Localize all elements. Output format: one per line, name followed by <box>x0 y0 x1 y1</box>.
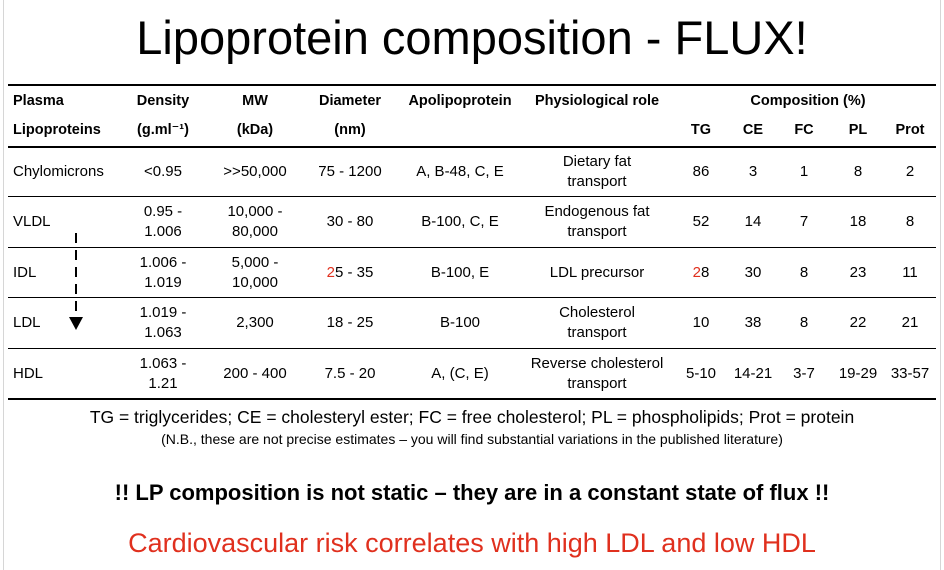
header-rule <box>8 146 936 148</box>
row-mw: 200 - 400 <box>223 364 287 382</box>
row-apolipoprotein: B-100, E <box>430 263 490 281</box>
header-diameter-unit: (nm) <box>334 122 366 138</box>
row-density: 0.95 -1.006 <box>143 203 183 240</box>
slide-right-edge <box>940 0 941 570</box>
row-pl: 18 <box>849 213 867 230</box>
header-physiological-role: Physiological role <box>534 93 660 109</box>
row-prot: 21 <box>901 314 919 331</box>
row-ce: 3 <box>748 162 758 180</box>
row-role: LDL precursor <box>549 263 645 281</box>
row-role: Reverse cholesterol transport <box>530 354 664 392</box>
row-pl: 23 <box>849 263 867 281</box>
row-prot: 2 <box>905 162 915 180</box>
table-bottom-rule <box>8 398 936 400</box>
header-density: Density <box>136 93 190 109</box>
row-prot: 33-57 <box>890 364 930 382</box>
abbreviation-footnote: TG = triglycerides; CE = cholesteryl est… <box>89 407 855 427</box>
flux-statement: !! LP composition is not static – they a… <box>114 480 830 505</box>
header-plasma: Plasma <box>13 93 64 109</box>
row-tg: 52 <box>692 213 710 230</box>
row-prot: 11 <box>902 263 918 281</box>
row-role: Dietary fat transport <box>562 152 632 190</box>
row-pl: 22 <box>849 314 867 331</box>
row-apolipoprotein: A, B-48, C, E <box>416 162 504 180</box>
header-density-unit: (g.ml⁻¹) <box>137 122 189 138</box>
header-mw: MW <box>242 93 268 109</box>
row-tg: 5-10 <box>685 364 717 382</box>
row-mw: 5,000 -10,000 <box>231 253 279 291</box>
row-mw: 2,300 <box>236 314 274 331</box>
row-fc: 1 <box>799 162 809 180</box>
row-ce: 38 <box>744 314 762 331</box>
header-ce: CE <box>742 122 764 138</box>
header-fc: FC <box>794 122 814 138</box>
header-apolipoprotein: Apolipoprotein <box>408 93 512 109</box>
table-top-rule <box>8 84 936 86</box>
header-pl: PL <box>848 122 868 138</box>
row-diameter: 30 - 80 <box>326 213 374 230</box>
row-divider <box>8 196 936 197</box>
row-tg: 86 <box>692 162 710 180</box>
row-diameter: 7.5 - 20 <box>324 364 376 382</box>
header-mw-unit: (kDa) <box>236 122 274 138</box>
row-role: Endogenous fat transport <box>544 203 650 240</box>
row-density: 1.063 -1.21 <box>139 354 187 392</box>
row-role: Cholesterol transport <box>559 304 635 341</box>
row-apolipoprotein: B-100, C, E <box>421 213 499 230</box>
row-divider <box>8 297 936 298</box>
row-name: IDL <box>13 263 37 281</box>
row-ce: 14-21 <box>733 364 773 382</box>
row-name: HDL <box>13 364 44 382</box>
nb-footnote: (N.B., these are not precise estimates –… <box>161 431 783 447</box>
row-apolipoprotein: A, (C, E) <box>431 364 489 382</box>
row-fc: 8 <box>799 314 809 331</box>
row-divider <box>8 348 936 349</box>
row-pl: 8 <box>853 162 863 180</box>
row-diameter: 75 - 1200 <box>318 162 382 180</box>
row-name: LDL <box>13 314 41 331</box>
row-apolipoprotein: B-100 <box>439 314 481 331</box>
header-lipoproteins: Lipoproteins <box>13 122 101 138</box>
row-ce: 14 <box>744 213 762 230</box>
row-ce: 30 <box>744 263 762 281</box>
row-prot: 8 <box>905 213 915 230</box>
row-fc: 8 <box>799 263 809 281</box>
risk-statement: Cardiovascular risk correlates with high… <box>128 528 816 558</box>
header-composition: Composition (%) <box>750 93 866 109</box>
header-tg: TG <box>690 122 712 138</box>
row-mw: >>50,000 <box>223 162 287 180</box>
header-diameter: Diameter <box>318 93 382 109</box>
row-mw: 10,000 -80,000 <box>227 203 283 240</box>
row-tg: 10 <box>692 314 710 331</box>
row-fc: 3-7 <box>793 364 815 382</box>
row-diameter: 18 - 25 <box>326 314 374 331</box>
row-name: Chylomicrons <box>13 162 104 180</box>
row-density: 1.019 -1.063 <box>139 304 187 341</box>
slide-left-edge <box>3 0 4 570</box>
row-divider <box>8 247 936 248</box>
header-prot: Prot <box>895 122 925 138</box>
row-pl: 19-29 <box>838 364 878 382</box>
slide-title: Lipoprotein composition - FLUX! <box>136 11 808 64</box>
row-name: VLDL <box>13 213 51 230</box>
row-density: <0.95 <box>144 162 182 180</box>
row-density: 1.006 -1.019 <box>139 253 187 291</box>
row-fc: 7 <box>799 213 809 230</box>
